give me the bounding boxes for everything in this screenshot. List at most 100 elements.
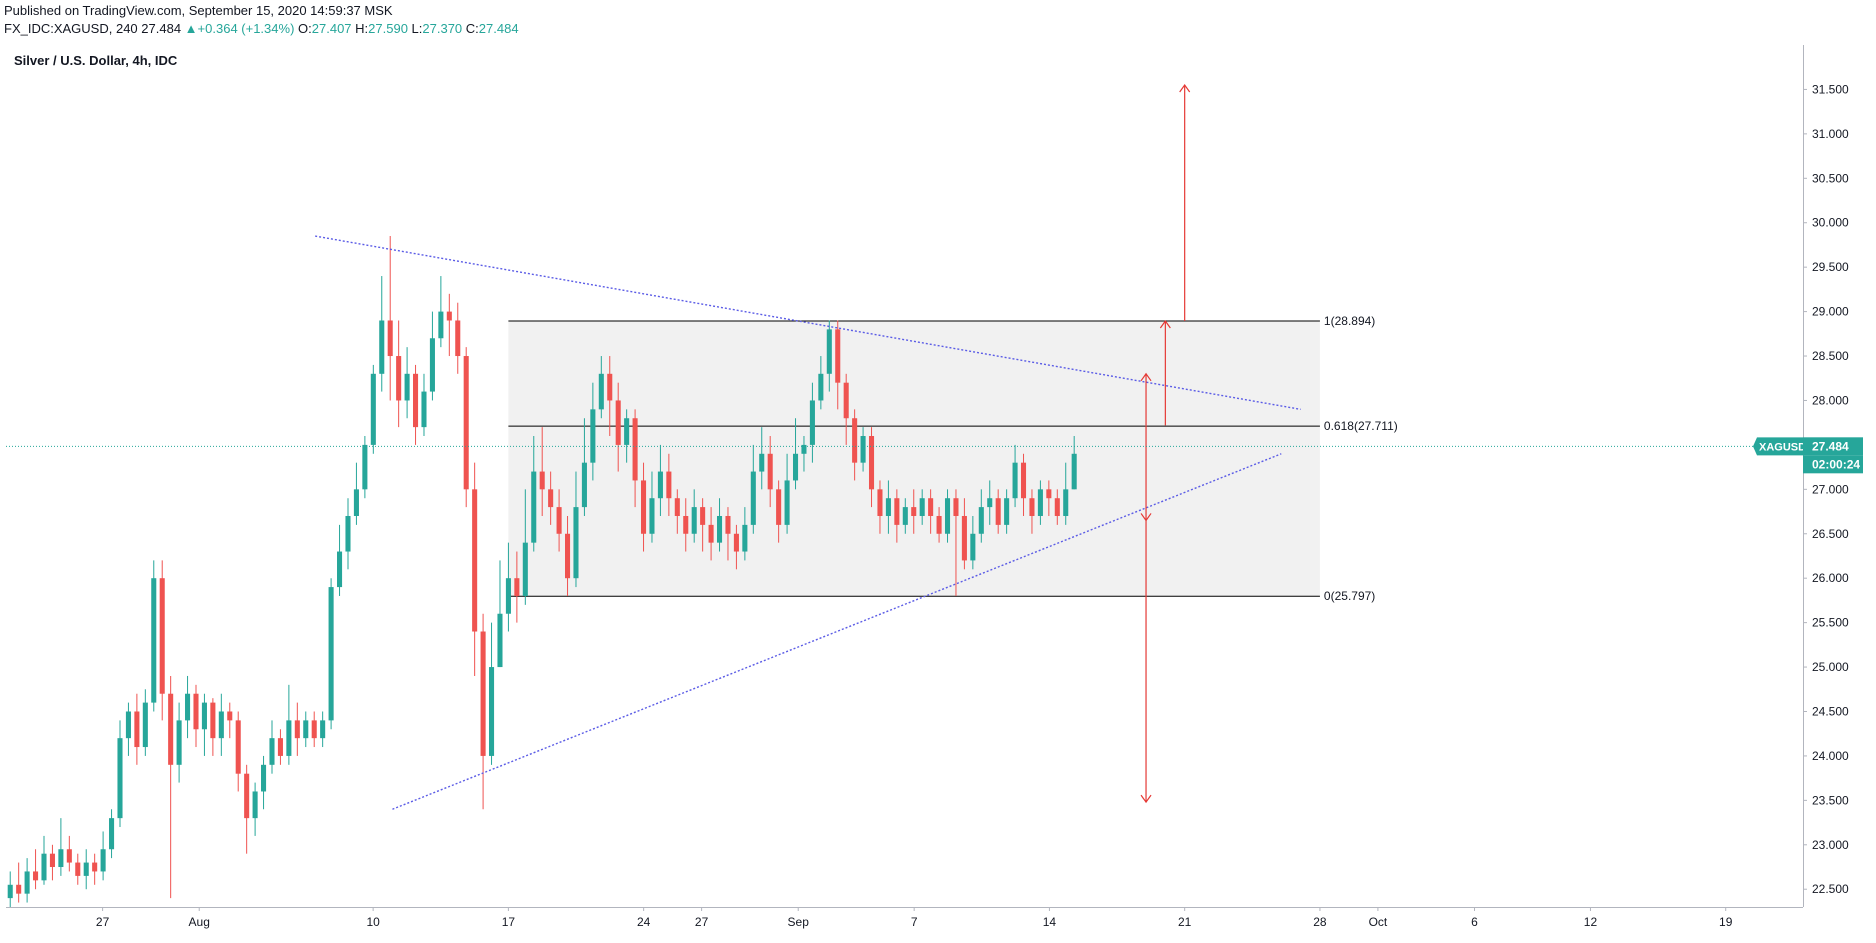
- candle-body: [117, 738, 123, 819]
- candle-body: [463, 356, 469, 490]
- candle-body: [809, 400, 815, 445]
- candle-body: [100, 849, 106, 872]
- close-value: 27.484: [478, 21, 519, 36]
- fib-level-label: 0.618(27.711): [1324, 419, 1398, 433]
- candle-body: [303, 720, 309, 739]
- price-tick-label: 31.500: [1812, 82, 1849, 96]
- time-tick-label: 7: [911, 915, 918, 929]
- price-tick-label: 24.000: [1812, 749, 1849, 763]
- candle-body: [1012, 462, 1018, 499]
- fib-level-label: 1(28.894): [1324, 314, 1375, 328]
- candle-body: [514, 578, 520, 596]
- candle-body: [1063, 489, 1069, 516]
- candle-body: [877, 489, 883, 516]
- candle-body: [784, 480, 790, 525]
- time-tick-label: Aug: [189, 915, 210, 929]
- time-tick-label: 27: [695, 915, 709, 929]
- candle-body: [843, 382, 849, 419]
- candle-body: [159, 578, 165, 694]
- candle-body: [353, 489, 359, 516]
- candle-body: [421, 391, 427, 428]
- candle-body: [277, 738, 283, 756]
- candle-body: [725, 515, 731, 534]
- candle-body: [852, 418, 858, 463]
- candle-body: [446, 311, 452, 321]
- candle-body: [286, 720, 292, 756]
- candle-body: [429, 338, 435, 392]
- candle-body: [894, 498, 900, 525]
- candle-body: [16, 884, 22, 894]
- low-label: L:: [411, 21, 423, 36]
- candle-body: [607, 373, 613, 401]
- change-up-icon: ▲: [184, 21, 198, 36]
- time-tick-label: Sep: [788, 915, 810, 929]
- candle-body: [640, 480, 647, 534]
- candle-body: [885, 498, 891, 516]
- candle-body: [928, 498, 934, 516]
- candle-body: [708, 524, 714, 543]
- time-tick-label: 12: [1584, 915, 1598, 929]
- candle-body: [438, 311, 444, 339]
- candle-body: [210, 702, 216, 739]
- candle-body: [455, 320, 461, 357]
- candle-body: [548, 489, 554, 508]
- candle-body: [868, 436, 875, 490]
- arrowhead-icon: [1179, 83, 1191, 93]
- candle-body: [109, 818, 115, 850]
- candle-body: [472, 489, 478, 632]
- candle-body: [902, 507, 908, 525]
- candle-body: [201, 702, 207, 730]
- chart-legend-title: Silver / U.S. Dollar, 4h, IDC: [14, 53, 178, 68]
- open-value: 27.407: [311, 21, 352, 36]
- price-tick-label: 30.000: [1812, 216, 1849, 230]
- candle-body: [1071, 453, 1077, 490]
- candle-body: [700, 507, 706, 525]
- low-value: 27.370: [422, 21, 463, 36]
- candle-body: [835, 329, 841, 383]
- candle-body: [818, 373, 824, 401]
- price-tick-label: 28.000: [1812, 393, 1849, 407]
- candle-body: [1046, 489, 1052, 499]
- high-label: H:: [355, 21, 369, 36]
- price-tick-label: 24.500: [1812, 704, 1849, 718]
- candle-body: [370, 373, 376, 445]
- time-tick-label: 27: [96, 915, 110, 929]
- candle-body: [218, 711, 224, 739]
- time-tick-label: 14: [1043, 915, 1057, 929]
- candle-body: [168, 693, 174, 765]
- price-tick-label: 27.000: [1812, 482, 1849, 496]
- candle-body: [615, 400, 621, 445]
- candle-body: [185, 693, 191, 721]
- candle-body: [936, 515, 942, 534]
- candle-body: [911, 507, 917, 516]
- candle-body: [345, 515, 351, 552]
- candle-body: [7, 884, 13, 899]
- candle-body: [565, 533, 571, 579]
- last-price-badge: [1803, 437, 1863, 456]
- price-tick-label: 25.500: [1812, 616, 1849, 630]
- candle-body: [328, 587, 334, 721]
- candle-body: [387, 320, 393, 357]
- symbol-tag-label: XAGUSD: [1759, 441, 1806, 453]
- time-tick-label: 17: [502, 915, 516, 929]
- price-chart[interactable]: 1(28.894) 0.618(27.711) 0(25.797) 22.500 23…: [6, 45, 1870, 938]
- candle-body: [759, 453, 765, 472]
- arrowhead-icon: [1140, 794, 1152, 804]
- candle-body: [379, 320, 385, 374]
- candle-body: [598, 373, 604, 410]
- last-price-badge-label: 27.484: [1812, 439, 1849, 453]
- candle-body: [522, 542, 528, 596]
- candle-body: [944, 498, 951, 534]
- candle-body: [970, 533, 976, 561]
- candle-body: [801, 444, 807, 454]
- candle-body: [961, 515, 967, 561]
- fib-retracement-area: [508, 321, 1320, 597]
- price-tick-label: 22.500: [1812, 882, 1849, 896]
- candle-body: [75, 862, 81, 876]
- price-tick-label: 30.500: [1812, 171, 1849, 185]
- candle-body: [733, 533, 739, 552]
- candle-body: [995, 498, 1001, 525]
- candle-body: [33, 871, 39, 881]
- candle-body: [261, 764, 267, 792]
- price-tick-label: 25.000: [1812, 660, 1849, 674]
